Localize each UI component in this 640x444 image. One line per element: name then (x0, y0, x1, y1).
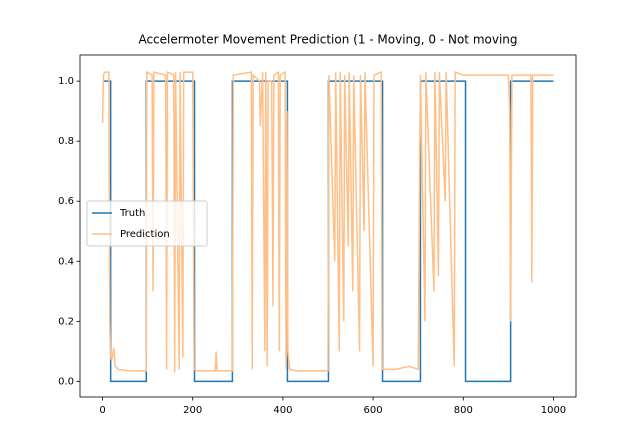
x-tick-label: 400 (273, 405, 292, 416)
y-tick-label: 0.4 (58, 256, 74, 267)
x-tick-label: 0 (99, 405, 105, 416)
x-tick-label: 1000 (541, 405, 566, 416)
legend-label: Prediction (120, 229, 170, 240)
y-tick-label: 0.2 (58, 316, 74, 327)
legend-box (86, 200, 208, 247)
x-tick-label: 800 (454, 405, 473, 416)
y-tick-label: 0.8 (58, 136, 74, 147)
legend-label: Truth (119, 208, 145, 219)
y-tick-label: 0.0 (58, 376, 74, 387)
y-tick-label: 0.6 (58, 196, 74, 207)
y-tick-label: 1.0 (58, 76, 74, 87)
x-tick-label: 600 (364, 405, 383, 416)
plot-frame (79, 54, 577, 398)
x-tick-label: 200 (183, 405, 202, 416)
chart-title: Accelermoter Movement Prediction (1 - Mo… (138, 33, 517, 47)
